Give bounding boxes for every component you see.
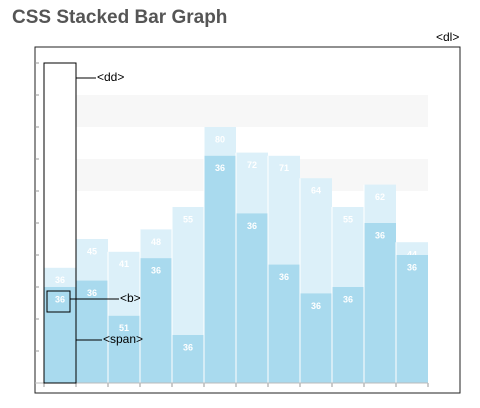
data-label: 36 <box>407 262 417 272</box>
annotation: <b> <box>120 291 141 305</box>
bar <box>396 255 428 383</box>
bar <box>76 280 108 383</box>
data-label: 41 <box>119 259 129 269</box>
data-label: 36 <box>247 221 257 231</box>
data-label: 36 <box>55 294 65 304</box>
data-label: 64 <box>311 186 321 196</box>
chart-title: CSS Stacked Bar Graph <box>12 7 227 28</box>
data-label: 55 <box>343 214 353 224</box>
dd-box <box>43 62 77 384</box>
data-label: 72 <box>247 160 257 170</box>
annotation: <span> <box>103 332 143 346</box>
bar <box>364 223 396 383</box>
bar <box>172 335 204 383</box>
bar <box>140 258 172 383</box>
annotation: <dl> <box>436 30 459 44</box>
data-label: 36 <box>183 342 193 352</box>
annotations: <dd> <b> <span> <box>43 62 143 384</box>
bar <box>236 213 268 383</box>
b-box <box>46 290 71 313</box>
data-label: 80 <box>215 134 225 144</box>
data-label: 71 <box>279 163 289 173</box>
data-label: 36 <box>375 230 385 240</box>
data-label: 36 <box>151 266 161 276</box>
data-label: 36 <box>55 275 65 285</box>
data-label: 45 <box>87 246 97 256</box>
data-label: 44 <box>407 250 417 260</box>
data-label: 62 <box>375 192 385 202</box>
bar <box>108 315 140 383</box>
data-label: 51 <box>119 323 129 333</box>
data-label: 36 <box>311 301 321 311</box>
bar <box>44 287 76 383</box>
data-label: 36 <box>279 272 289 282</box>
annotation: <dd> <box>97 70 124 84</box>
data-label: 36 <box>87 288 97 298</box>
bar <box>268 264 300 383</box>
bar <box>300 293 332 383</box>
data-label: 36 <box>343 294 353 304</box>
data-label: 55 <box>183 214 193 224</box>
data-label: 36 <box>215 163 225 173</box>
data-label: 48 <box>151 237 161 247</box>
bar <box>204 155 236 383</box>
stripe <box>76 95 428 127</box>
bar <box>332 287 364 383</box>
